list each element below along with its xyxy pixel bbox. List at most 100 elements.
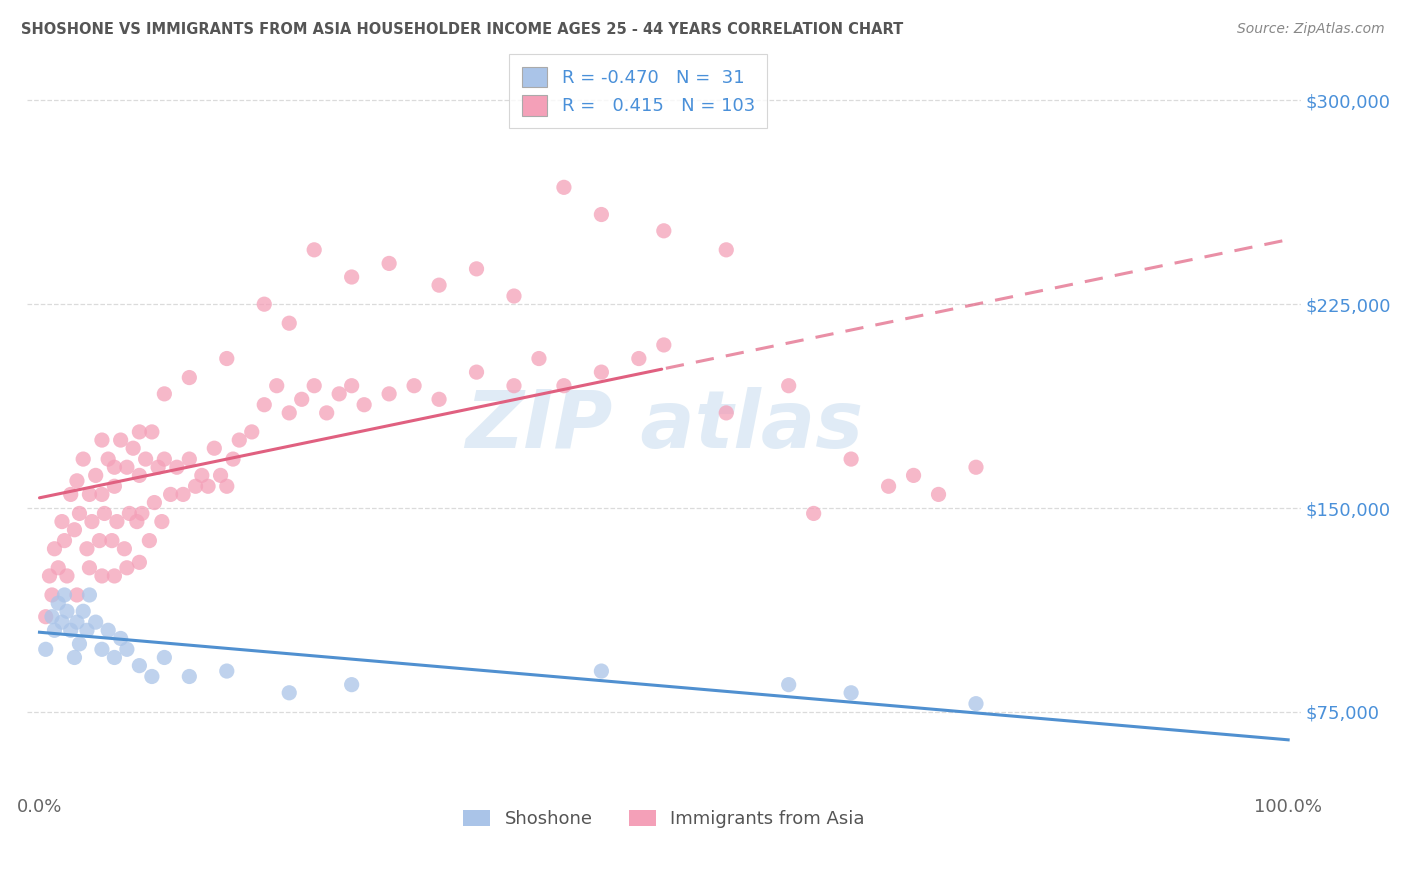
Point	[253, 297, 276, 311]
Point	[209, 468, 232, 483]
Point	[110, 632, 132, 646]
Point	[90, 642, 112, 657]
Point	[69, 637, 91, 651]
Point	[59, 487, 82, 501]
Point	[652, 338, 675, 352]
Point	[184, 479, 207, 493]
Point	[315, 406, 337, 420]
Point	[118, 507, 141, 521]
Point	[778, 678, 800, 692]
Point	[278, 406, 301, 420]
Point	[153, 650, 176, 665]
Point	[928, 487, 950, 501]
Point	[591, 207, 613, 221]
Point	[51, 515, 73, 529]
Point	[141, 669, 163, 683]
Point	[153, 387, 176, 401]
Point	[877, 479, 900, 493]
Point	[179, 370, 201, 384]
Point	[101, 533, 124, 548]
Point	[66, 588, 89, 602]
Point	[427, 278, 450, 293]
Point	[240, 425, 263, 439]
Point	[652, 224, 675, 238]
Point	[110, 433, 132, 447]
Point	[503, 289, 526, 303]
Point	[131, 507, 153, 521]
Point	[46, 561, 69, 575]
Point	[38, 569, 60, 583]
Point	[115, 642, 138, 657]
Point	[716, 406, 738, 420]
Point	[66, 474, 89, 488]
Point	[135, 452, 157, 467]
Point	[527, 351, 550, 366]
Point	[138, 533, 160, 548]
Point	[340, 678, 363, 692]
Point	[328, 387, 350, 401]
Point	[340, 270, 363, 285]
Point	[76, 624, 98, 638]
Point	[965, 460, 987, 475]
Point	[76, 541, 98, 556]
Point	[90, 487, 112, 501]
Point	[202, 441, 225, 455]
Point	[122, 441, 145, 455]
Point	[79, 588, 101, 602]
Point	[90, 569, 112, 583]
Point	[191, 468, 214, 483]
Point	[153, 452, 176, 467]
Point	[35, 642, 58, 657]
Point	[278, 316, 301, 330]
Point	[93, 507, 115, 521]
Point	[63, 650, 86, 665]
Point	[84, 615, 107, 629]
Point	[53, 588, 76, 602]
Point	[803, 507, 825, 521]
Point	[553, 180, 575, 194]
Point	[222, 452, 245, 467]
Point	[128, 658, 150, 673]
Point	[115, 561, 138, 575]
Point	[97, 624, 120, 638]
Point	[553, 378, 575, 392]
Point	[97, 452, 120, 467]
Point	[591, 365, 613, 379]
Point	[215, 479, 238, 493]
Point	[59, 624, 82, 638]
Point	[69, 507, 91, 521]
Point	[53, 533, 76, 548]
Point	[591, 664, 613, 678]
Point	[66, 615, 89, 629]
Point	[778, 378, 800, 392]
Text: ZIP atlas: ZIP atlas	[465, 387, 863, 466]
Point	[72, 604, 94, 618]
Point	[44, 541, 66, 556]
Point	[44, 624, 66, 638]
Point	[35, 609, 58, 624]
Point	[103, 650, 125, 665]
Point	[427, 392, 450, 407]
Point	[146, 460, 169, 475]
Point	[353, 398, 375, 412]
Point	[128, 425, 150, 439]
Point	[253, 398, 276, 412]
Point	[103, 460, 125, 475]
Point	[128, 468, 150, 483]
Point	[965, 697, 987, 711]
Point	[63, 523, 86, 537]
Point	[716, 243, 738, 257]
Point	[80, 515, 103, 529]
Point	[503, 378, 526, 392]
Point	[197, 479, 219, 493]
Point	[278, 686, 301, 700]
Point	[465, 365, 488, 379]
Point	[41, 609, 63, 624]
Text: SHOSHONE VS IMMIGRANTS FROM ASIA HOUSEHOLDER INCOME AGES 25 - 44 YEARS CORRELATI: SHOSHONE VS IMMIGRANTS FROM ASIA HOUSEHO…	[21, 22, 903, 37]
Point	[56, 569, 79, 583]
Legend: Shoshone, Immigrants from Asia: Shoshone, Immigrants from Asia	[456, 803, 872, 836]
Point	[141, 425, 163, 439]
Point	[90, 433, 112, 447]
Point	[166, 460, 188, 475]
Point	[143, 495, 166, 509]
